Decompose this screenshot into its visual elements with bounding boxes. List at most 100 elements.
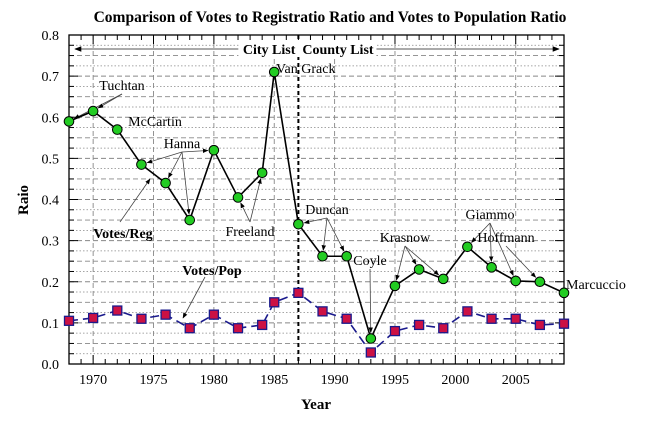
data-point-votes-reg bbox=[558, 287, 570, 299]
annotation-label: Tuchtan bbox=[99, 79, 144, 94]
data-point-votes-reg bbox=[486, 262, 497, 273]
votes-reg-arrow bbox=[119, 178, 151, 223]
data-point-votes-reg bbox=[111, 124, 123, 135]
data-point-votes-reg bbox=[413, 264, 425, 275]
axes: 1970 1975 1980 1985 1990 1995 2000 2005 0.0 0.1 0.… bbox=[42, 29, 565, 388]
data-point-votes-pop bbox=[534, 319, 546, 331]
data-point-votes-reg bbox=[232, 192, 244, 203]
data-point-votes-pop bbox=[462, 306, 473, 317]
data-point-votes-pop bbox=[341, 313, 352, 324]
data-point-votes-reg bbox=[268, 66, 280, 78]
x-tick-label: 1990 bbox=[321, 373, 349, 388]
annotation-arrow bbox=[368, 268, 373, 334]
annotation-arrow bbox=[505, 245, 537, 278]
data-point-votes-reg bbox=[534, 276, 546, 288]
annotation-arrow bbox=[404, 245, 417, 265]
data-point-votes-pop bbox=[184, 323, 195, 334]
data-point-votes-pop bbox=[87, 312, 99, 324]
y-tick-label: 0.3 bbox=[42, 235, 60, 250]
x-tick-label: 1985 bbox=[260, 373, 288, 388]
x-tick-label: 1995 bbox=[381, 373, 409, 388]
city-list-label: City List bbox=[243, 43, 296, 58]
x-tick-label: 2000 bbox=[441, 373, 469, 388]
annotation-label: Hanna bbox=[164, 137, 201, 152]
x-tick-label: 2005 bbox=[502, 373, 530, 388]
data-point-votes-pop bbox=[413, 319, 425, 331]
data-point-votes-reg bbox=[341, 250, 352, 262]
data-point-votes-pop bbox=[208, 309, 220, 320]
x-tick-label: 1980 bbox=[200, 373, 228, 388]
annotation-label: Marcuccio bbox=[566, 278, 626, 293]
y-tick-label: 0.8 bbox=[42, 29, 60, 44]
annotation-label: Van Grack bbox=[276, 62, 335, 77]
annotation-arrow bbox=[181, 151, 191, 215]
y-tick-label: 0.7 bbox=[42, 70, 60, 85]
annotation-arrow bbox=[326, 217, 345, 252]
data-point-votes-reg bbox=[184, 214, 196, 226]
annotation-label: Giammo bbox=[466, 208, 515, 223]
data-point-votes-pop bbox=[365, 347, 376, 358]
data-point-votes-pop bbox=[486, 313, 497, 324]
y-tick-label: 0.4 bbox=[42, 194, 60, 209]
annotation-label: Freeland bbox=[226, 225, 275, 240]
data-point-votes-reg bbox=[160, 177, 171, 189]
data-point-votes-pop bbox=[136, 313, 147, 324]
data-point-votes-reg bbox=[87, 105, 99, 117]
y-tick-label: 0.2 bbox=[42, 276, 60, 291]
series-label-votes-reg: Votes/Reg bbox=[93, 227, 152, 242]
annotations: Tuchtan McCartin Hanna Freeland Van Grack Dun… bbox=[73, 62, 626, 334]
county-list-label: County List bbox=[302, 43, 374, 58]
data-point-votes-pop bbox=[558, 318, 570, 329]
series bbox=[63, 66, 570, 358]
y-tick-label: 0.6 bbox=[42, 111, 60, 126]
annotation-label: Hoffmann bbox=[477, 231, 534, 246]
y-tick-label: 0.5 bbox=[42, 152, 60, 167]
data-point-votes-reg bbox=[293, 218, 304, 230]
x-tick-label: 1970 bbox=[79, 373, 107, 388]
annotation-label: Coyle bbox=[353, 254, 386, 269]
annotation-arrow bbox=[303, 217, 328, 225]
annotation-arrow bbox=[404, 245, 440, 276]
data-point-votes-pop bbox=[317, 306, 328, 317]
votes-pop-arrow bbox=[182, 276, 206, 319]
series-line-0 bbox=[68, 71, 565, 341]
data-point-votes-pop bbox=[160, 309, 171, 320]
annotation-arrow bbox=[488, 222, 494, 262]
series-line-1 bbox=[68, 291, 565, 354]
data-point-votes-pop bbox=[269, 297, 280, 308]
annotation-label: Duncan bbox=[305, 203, 349, 218]
annotation-arrow bbox=[395, 245, 406, 281]
data-point-votes-reg bbox=[437, 273, 449, 285]
annotation-label: McCartin bbox=[128, 115, 182, 130]
data-point-votes-reg bbox=[365, 333, 377, 344]
annotation-arrow bbox=[489, 222, 514, 276]
data-point-votes-pop bbox=[510, 313, 521, 324]
grid bbox=[69, 35, 564, 364]
chart-title: Comparison of Votes to Registratio Ratio… bbox=[94, 9, 567, 26]
annotation-arrow bbox=[146, 151, 183, 164]
data-point-votes-reg bbox=[136, 159, 147, 170]
y-axis-label: Raio bbox=[16, 185, 32, 215]
annotation-arrow bbox=[321, 217, 328, 251]
y-tick-label: 0.1 bbox=[42, 317, 60, 332]
x-tick-label: 1975 bbox=[140, 373, 168, 388]
data-point-votes-pop bbox=[293, 287, 304, 299]
data-point-votes-reg bbox=[208, 144, 220, 156]
data-point-votes-reg bbox=[462, 241, 473, 253]
data-point-votes-pop bbox=[257, 319, 268, 331]
data-point-votes-reg bbox=[317, 250, 328, 262]
annotation-label: Krasnow bbox=[380, 231, 431, 246]
annotation-arrow bbox=[240, 202, 251, 223]
data-point-votes-pop bbox=[438, 323, 449, 334]
region-label-bg bbox=[238, 40, 377, 57]
annotation-arrow bbox=[181, 148, 209, 154]
data-point-votes-pop bbox=[112, 305, 123, 316]
y-tick-label: 0.0 bbox=[42, 358, 60, 373]
annotation-arrow bbox=[249, 178, 262, 223]
series-label-votes-pop: Votes/Pop bbox=[182, 264, 242, 279]
annotation-arrow bbox=[471, 222, 491, 243]
x-axis-label: Year bbox=[301, 397, 331, 413]
data-point-votes-reg bbox=[256, 167, 268, 179]
data-point-votes-pop bbox=[389, 325, 401, 337]
